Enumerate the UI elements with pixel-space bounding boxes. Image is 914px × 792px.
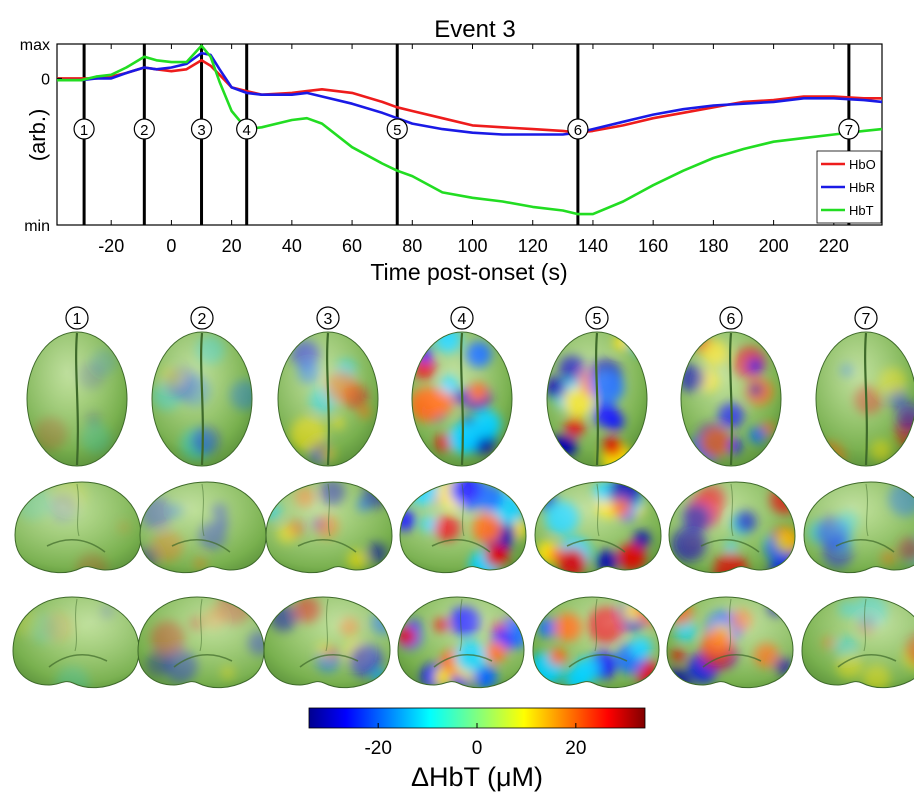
chart-title: Event 3 (434, 16, 515, 43)
legend-label: HbT (849, 203, 874, 218)
x-tick-label: -20 (98, 236, 124, 256)
legend-item-hbt: HbT (821, 203, 874, 218)
legend-label: HbO (849, 157, 876, 172)
panel-label-1: 1 (65, 306, 89, 330)
x-tick-label: 160 (638, 236, 668, 256)
panel-label-2: 2 (190, 306, 214, 330)
series-line-hbt (57, 44, 883, 216)
x-tick-label: 20 (222, 236, 242, 256)
brain-panel-labels: 1 2 3 4 5 6 7 (65, 306, 878, 330)
brain-top-5 (546, 331, 648, 467)
panel-label-text: 2 (198, 311, 207, 328)
brain-left-lateral-6 (668, 481, 796, 574)
x-axis-ticks: -20 0 20 40 60 80 100 120 140 160 180 200 220 (98, 44, 849, 256)
event-marker-label: 6 (574, 122, 582, 139)
event-marker-6: 6 (567, 118, 589, 140)
brain-right-lateral-4 (397, 596, 525, 689)
event-marker-label: 3 (197, 122, 205, 139)
brain-top-3 (277, 331, 379, 467)
event-circles: 1 2 3 4 5 6 7 (73, 118, 860, 140)
x-tick-label: 0 (166, 236, 176, 256)
brain-top-6 (680, 331, 782, 467)
brain-right-lateral-6 (666, 596, 794, 689)
event-marker-1: 1 (73, 118, 95, 140)
event-marker-label: 2 (140, 122, 148, 139)
legend-item-hbo: HbO (821, 157, 876, 172)
y-tick-label: max (20, 37, 50, 54)
brain-right-lateral-7 (801, 596, 914, 689)
x-tick-label: 140 (578, 236, 608, 256)
event-marker-label: 7 (845, 122, 853, 139)
brain-panel-grid (12, 331, 914, 689)
x-axis-label: Time post-onset (s) (370, 259, 567, 285)
y-axis-ticks: max 0 min (20, 37, 62, 235)
panel-label-5: 5 (585, 306, 609, 330)
panel-label-text: 5 (593, 311, 602, 328)
brain-left-lateral-3 (265, 481, 393, 574)
colorbar-tick-label: -20 (364, 738, 391, 759)
brain-top-2 (151, 331, 253, 467)
brain-right-lateral-5 (532, 596, 660, 689)
legend: HbO HbR HbT (816, 150, 882, 224)
panel-label-text: 6 (727, 311, 736, 328)
brain-right-lateral-3 (263, 596, 391, 689)
brain-left-lateral-5 (534, 481, 662, 574)
panel-label-6: 6 (719, 306, 743, 330)
panel-label-7: 7 (854, 306, 878, 330)
event-marker-label: 4 (243, 122, 251, 139)
colorbar-tick-label: 20 (565, 738, 586, 759)
brain-left-lateral-4 (399, 481, 527, 574)
x-tick-label: 180 (698, 236, 728, 256)
legend-label: HbR (849, 180, 875, 195)
y-tick-label: 0 (41, 71, 50, 88)
brain-top-7 (815, 331, 914, 467)
y-axis-label: (arb.) (25, 109, 50, 162)
panel-label-text: 4 (458, 311, 467, 328)
brain-top-4 (411, 331, 513, 467)
legend-item-hbr: HbR (821, 180, 875, 195)
x-tick-label: 40 (282, 236, 302, 256)
event-marker-5: 5 (386, 118, 408, 140)
series-lines (57, 44, 883, 216)
event-marker-label: 5 (393, 122, 401, 139)
event-marker-4: 4 (236, 118, 258, 140)
panel-label-text: 7 (862, 311, 871, 328)
x-tick-label: 120 (518, 236, 548, 256)
colorbar-tick-label: 0 (472, 738, 483, 759)
brain-right-lateral-2 (137, 596, 265, 689)
series-line-hbr (57, 51, 883, 136)
brain-top-1 (26, 331, 128, 467)
event-marker-label: 1 (80, 122, 88, 139)
brain-left-lateral-1 (14, 481, 142, 574)
x-tick-label: 60 (342, 236, 362, 256)
colorbar-label: ΔHbT (μM) (411, 762, 543, 792)
x-tick-label: 200 (759, 236, 789, 256)
event-marker-3: 3 (190, 118, 213, 140)
brain-left-lateral-2 (139, 481, 267, 574)
y-tick-label: min (24, 218, 50, 235)
event-marker-2: 2 (133, 118, 155, 140)
brain-right-lateral-1 (12, 596, 140, 689)
colorbar: -20 0 20 ΔHbT (μM) (308, 707, 646, 792)
x-tick-label: 220 (819, 236, 849, 256)
panel-label-3: 3 (316, 306, 340, 330)
panel-label-text: 1 (73, 311, 82, 328)
panel-label-4: 4 (450, 306, 474, 330)
brain-left-lateral-7 (803, 481, 914, 574)
x-tick-label: 100 (457, 236, 487, 256)
x-tick-label: 80 (402, 236, 422, 256)
panel-label-text: 3 (324, 311, 333, 328)
event-marker-7: 7 (838, 118, 860, 140)
